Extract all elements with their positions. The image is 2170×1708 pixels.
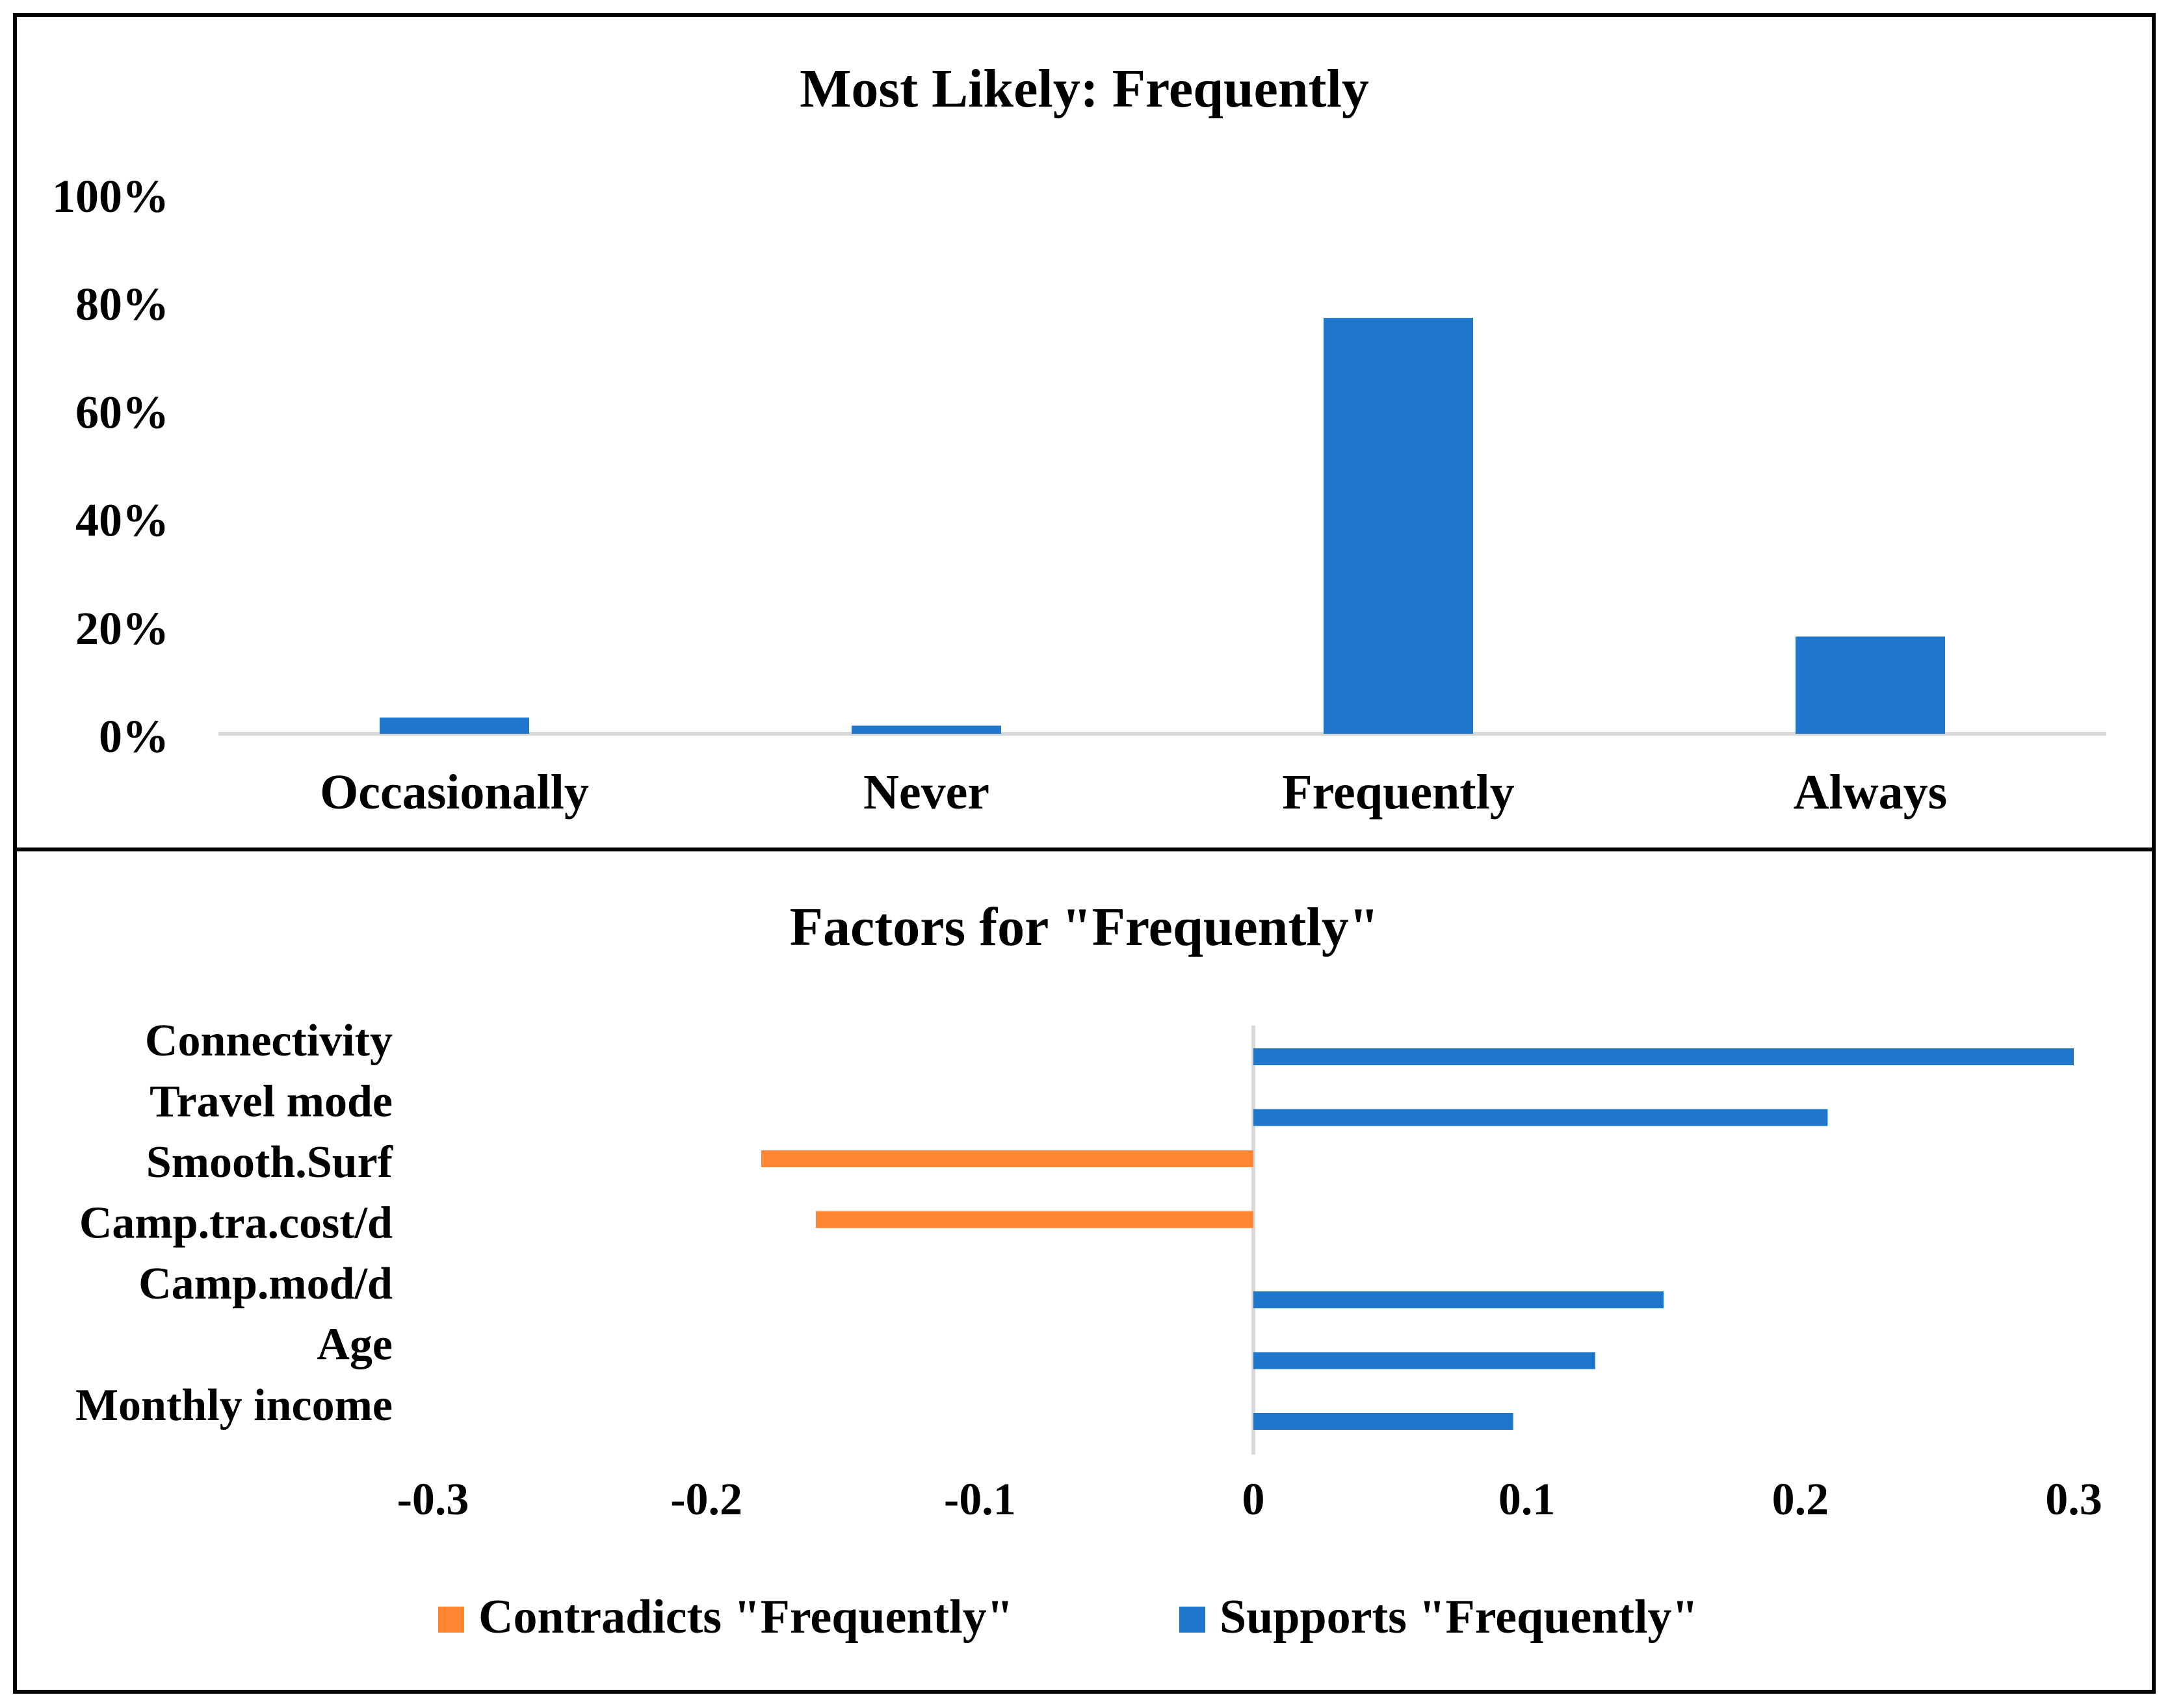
supports-bar-monthly-income <box>1253 1413 1513 1430</box>
supports-bar-travel-mode <box>1253 1109 1828 1126</box>
x-category-label: Never <box>863 765 989 820</box>
y-category-label: Camp.tra.cost/d <box>79 1198 393 1249</box>
x-tick-label: -0.1 <box>944 1475 1016 1525</box>
y-tick-label: 60% <box>75 386 169 438</box>
chart-title: Factors for "Frequently" <box>790 897 1379 957</box>
y-category-label: Connectivity <box>145 1016 393 1066</box>
top-chart-panel: Most Likely: Frequently 0% 20% 40% 60% 80% 10… <box>13 13 2156 851</box>
supports-bar-age <box>1253 1352 1595 1369</box>
factors-bar-chart: Factors for "Frequently" Connectivity Tra… <box>75 897 2102 1644</box>
x-category-label: Frequently <box>1282 765 1514 820</box>
x-tick-label: -0.3 <box>397 1475 469 1525</box>
legend: Contradicts "Frequently" Supports "Freque… <box>438 1590 1699 1644</box>
x-tick-label: 0.1 <box>1498 1475 1556 1525</box>
supports-bar-camp-mod-d <box>1253 1291 1664 1308</box>
y-tick-label: 40% <box>75 495 169 547</box>
contradicts-bar-smooth-surf <box>761 1150 1253 1167</box>
y-category-label: Age <box>317 1320 393 1370</box>
bar-never <box>852 725 1001 734</box>
y-category-label: Monthly income <box>75 1380 393 1430</box>
bar-always <box>1796 636 1945 734</box>
chart-title: Most Likely: Frequently <box>800 58 1369 119</box>
x-tick-label: -0.2 <box>670 1475 742 1525</box>
frequency-bar-chart: Most Likely: Frequently 0% 20% 40% 60% 80% 10… <box>52 58 2106 820</box>
x-tick-label: 0.2 <box>1772 1475 1829 1525</box>
legend-label: Supports "Frequently" <box>1220 1590 1699 1644</box>
y-category-label: Travel mode <box>150 1077 393 1127</box>
x-category-label: Occasionally <box>320 765 589 820</box>
y-category-label: Smooth.Surf <box>146 1137 393 1187</box>
y-tick-label: 0% <box>99 710 169 762</box>
legend-label: Contradicts "Frequently" <box>478 1590 1013 1644</box>
legend-swatch <box>438 1607 464 1633</box>
bar-frequently <box>1324 318 1473 734</box>
y-tick-label: 20% <box>75 602 169 654</box>
contradicts-bar-camp-tra-cost-d <box>815 1211 1253 1228</box>
x-category-label: Always <box>1794 765 1947 820</box>
supports-bar-connectivity <box>1253 1048 2074 1065</box>
y-category-label: Camp.mod/d <box>138 1259 393 1309</box>
y-tick-label: 80% <box>75 278 169 330</box>
x-tick-label: 0.3 <box>2045 1475 2102 1525</box>
bottom-chart-panel: Factors for "Frequently" Connectivity Tra… <box>13 848 2156 1694</box>
y-tick-label: 100% <box>52 170 169 222</box>
bar-occasionally <box>380 718 529 734</box>
x-tick-label: 0 <box>1242 1475 1265 1525</box>
legend-swatch <box>1179 1607 1205 1633</box>
